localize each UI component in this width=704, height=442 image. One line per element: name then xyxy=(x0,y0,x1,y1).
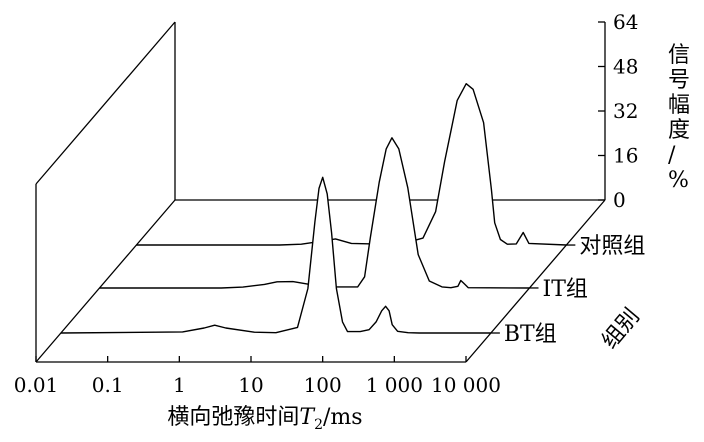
y-tick-label-1: 0 xyxy=(613,188,626,212)
x-tick-label-3: 1 xyxy=(173,373,186,397)
z-axis-title: 组别 xyxy=(597,304,644,354)
y-ticks: 0 16 32 48 64 xyxy=(598,10,638,212)
x-axis-title-sub: 2 xyxy=(314,417,323,433)
y-axis-title-char: 度 xyxy=(668,118,690,143)
right-depth-edge xyxy=(465,199,606,363)
y-axis-title-char: / xyxy=(668,143,676,168)
series-line-3 xyxy=(136,82,567,246)
x-tick-label-1: 0.01 xyxy=(14,373,59,397)
z-ticks: BT组 IT组 对照组 xyxy=(490,234,645,347)
y-axis-title-char: 信 xyxy=(668,43,690,68)
y-tick-label-2: 16 xyxy=(613,144,638,168)
y-tick-label-3: 32 xyxy=(613,99,638,123)
group-label-3: 对照组 xyxy=(579,234,645,259)
x-axis-title: 横向弛豫时间T2/ms xyxy=(167,405,362,433)
floor-depth-edge xyxy=(35,199,176,363)
series-line-2 xyxy=(99,137,530,289)
x-tick-label-7: 10 000 xyxy=(431,373,501,397)
back-wall-left-edge xyxy=(35,21,176,185)
y-axis-title-char: % xyxy=(668,168,689,193)
y-axis-title-char: 幅 xyxy=(668,93,690,118)
y-axis-title-char: 号 xyxy=(668,68,690,93)
x-axis-title-prefix: 横向弛豫时间 xyxy=(167,405,299,430)
y-axis-title: 信号幅度/% xyxy=(668,43,690,193)
y-tick-label-5: 64 xyxy=(613,10,638,34)
x-tick-label-5: 100 xyxy=(304,373,342,397)
series-line-1 xyxy=(60,176,491,334)
x-axis-title-var: T xyxy=(299,405,316,430)
series-group xyxy=(60,82,567,334)
x-tick-label-6: 1 000 xyxy=(366,373,423,397)
x-tick-label-4: 10 xyxy=(238,373,263,397)
group-label-2: IT组 xyxy=(543,277,588,302)
x-tick-label-2: 0.1 xyxy=(92,373,124,397)
x-axis-title-unit: /ms xyxy=(323,405,363,430)
group-label-1: BT组 xyxy=(504,322,557,347)
x-ticks: 0.01 0.1 1 10 100 1 000 10 000 xyxy=(14,356,501,397)
y-tick-label-4: 48 xyxy=(613,55,638,79)
